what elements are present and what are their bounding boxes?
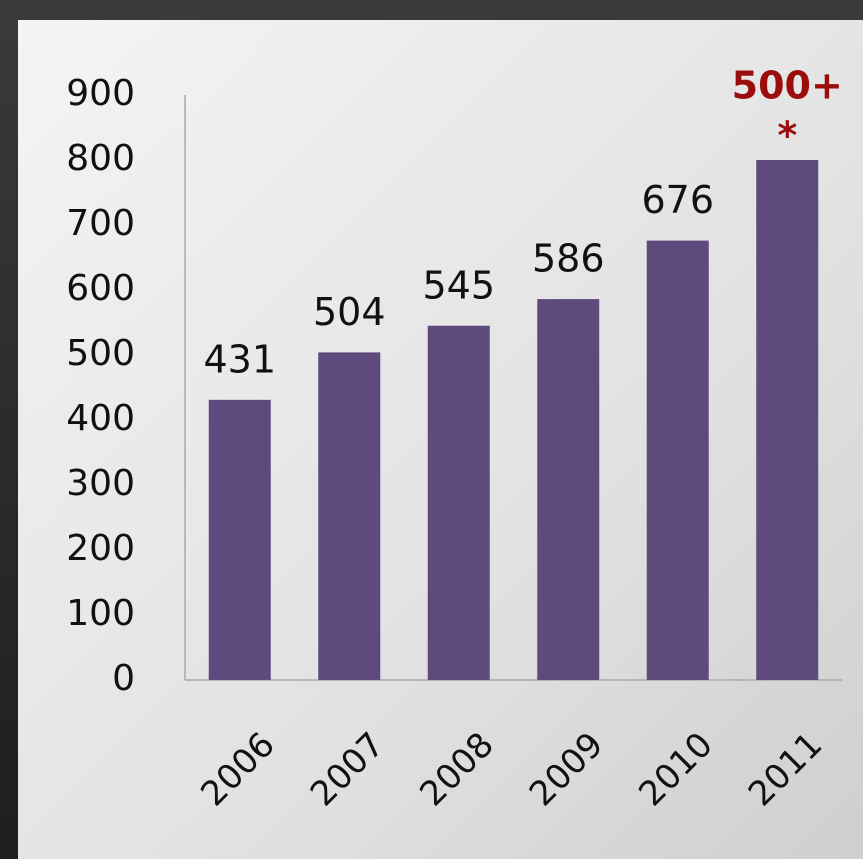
y-tick-label: 600: [66, 268, 135, 309]
y-tick-label: 300: [66, 463, 135, 504]
bar: [537, 299, 600, 680]
y-tick-label: 400: [66, 398, 135, 439]
value-label: 545: [422, 263, 495, 307]
value-label: 431: [203, 337, 276, 381]
bar: [646, 240, 709, 680]
bar: [756, 160, 819, 680]
value-label: 586: [532, 237, 605, 281]
annotation: 500+: [732, 64, 843, 108]
annotation-note: *: [777, 114, 797, 158]
y-tick-label: 200: [66, 528, 135, 569]
y-tick-label: 900: [66, 73, 135, 114]
bar: [208, 399, 271, 680]
bar: [318, 352, 381, 680]
y-tick-label: 700: [66, 203, 135, 244]
y-tick-label: 100: [66, 593, 135, 634]
value-label: 676: [641, 178, 714, 222]
bar: [427, 325, 490, 680]
value-label: 504: [313, 290, 386, 334]
y-tick-label: 500: [66, 333, 135, 374]
y-tick-label: 800: [66, 138, 135, 179]
y-tick-label: 0: [112, 658, 135, 699]
